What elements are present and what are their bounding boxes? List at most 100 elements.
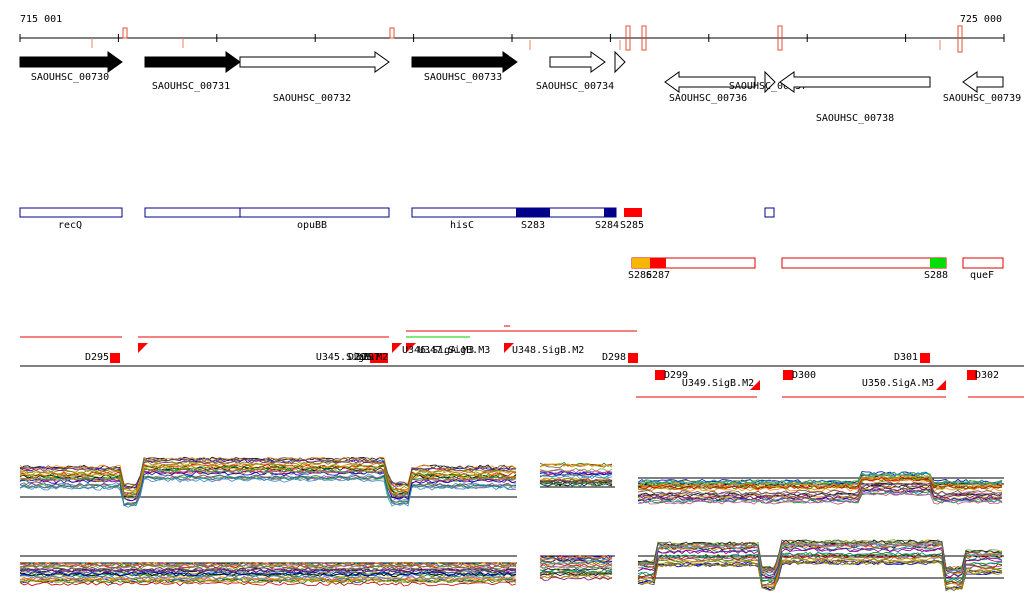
site-box xyxy=(967,370,977,380)
expression-trace xyxy=(19,565,517,570)
gene-arrow xyxy=(614,50,626,74)
regulation-label: U350.SigA.M3 xyxy=(862,378,934,389)
expression-trace xyxy=(637,471,1002,485)
expression-trace xyxy=(637,477,1003,491)
regulation-label: D297 xyxy=(356,352,380,363)
expression-trace xyxy=(19,468,517,500)
annotation-box xyxy=(144,207,241,218)
expression-trace xyxy=(539,479,613,485)
gene-label: SAOUHSC_00736 xyxy=(669,93,747,104)
annotation-box xyxy=(411,207,617,218)
expression-trace xyxy=(539,462,613,467)
expression-trace xyxy=(19,578,517,584)
expression-trace xyxy=(539,559,613,565)
feature-mark xyxy=(641,25,647,51)
expression-trace xyxy=(637,551,1002,583)
expression-trace xyxy=(637,560,1003,592)
annotation-box xyxy=(604,208,616,217)
expression-trace xyxy=(19,466,517,498)
feature-mark xyxy=(625,25,631,51)
expression-trace xyxy=(539,565,612,570)
expression-trace xyxy=(539,477,613,483)
gene-label: SAOUHSC_00731 xyxy=(152,81,230,92)
gene-arrow xyxy=(239,51,390,73)
expression-trace xyxy=(19,458,517,489)
annotation-box xyxy=(624,208,642,217)
promoter-flag xyxy=(750,380,760,390)
gene-label: SAOUHSC_00730 xyxy=(31,72,109,83)
promoter-flag xyxy=(138,343,148,353)
expression-trace xyxy=(637,539,1002,570)
expression-trace xyxy=(19,456,517,488)
promoter-flag xyxy=(936,380,946,390)
gene-arrow xyxy=(549,51,606,73)
promoter-flag xyxy=(406,343,416,353)
expression-trace xyxy=(637,488,1003,502)
regulation-label: U345.SigB.M2 xyxy=(316,352,388,363)
expression-trace xyxy=(19,567,517,572)
gene-arrow xyxy=(779,71,931,93)
regulation-label: D295 xyxy=(85,352,109,363)
regulation-label: D298 xyxy=(602,352,626,363)
expression-trace xyxy=(539,555,613,561)
gene-arrow xyxy=(962,71,1004,93)
annotation-box xyxy=(930,258,946,268)
annotation-label: S287 xyxy=(646,270,670,281)
expression-trace xyxy=(637,492,1003,505)
regulation-label: U346.SigA.M3 xyxy=(402,345,474,356)
regulation-label: U349.SigB.M2 xyxy=(682,378,754,389)
expression-trace xyxy=(19,457,517,487)
site-box xyxy=(783,370,793,380)
expression-trace xyxy=(637,547,1002,578)
expression-trace xyxy=(539,559,613,564)
feature-mark xyxy=(957,25,963,53)
expression-trace xyxy=(539,570,613,576)
expression-trace xyxy=(539,471,613,476)
annotation-label: queF xyxy=(970,270,994,281)
annotation-label: hisC xyxy=(450,220,474,231)
regulation-label: D300 xyxy=(792,370,816,381)
gene-label: SAOUHSC_00733 xyxy=(424,72,502,83)
expression-trace xyxy=(539,473,613,479)
regulation-label: U347.SigB.M3 xyxy=(418,345,490,356)
annotation-box xyxy=(516,208,550,217)
feature-mark xyxy=(777,25,783,51)
site-box xyxy=(628,353,638,363)
expression-trace xyxy=(539,474,613,480)
expression-trace xyxy=(637,488,1003,502)
annotation-label: S288 xyxy=(924,270,948,281)
regulation-label: D301 xyxy=(894,352,918,363)
promoter-flag xyxy=(504,343,514,353)
annotation-label: S286 xyxy=(628,270,652,281)
annotation-box xyxy=(764,207,775,218)
gene-label: SAOUHSC_00738 xyxy=(816,113,894,124)
expression-trace xyxy=(19,574,517,580)
gene-arrow xyxy=(411,51,518,73)
expression-trace xyxy=(19,474,517,506)
regulation-label: U348.SigB.M2 xyxy=(512,345,584,356)
site-box xyxy=(378,353,388,363)
expression-trace xyxy=(19,571,517,577)
expression-trace xyxy=(637,542,1003,574)
expression-trace xyxy=(19,581,517,587)
site-box xyxy=(370,353,380,363)
regulation-label: D299 xyxy=(664,370,688,381)
expression-trace xyxy=(539,574,613,580)
annotation-box xyxy=(19,207,123,218)
gene-label: SAOUHSC_00734 xyxy=(536,81,614,92)
site-box xyxy=(655,370,665,380)
expression-trace xyxy=(637,547,1003,578)
regulation-label: D302 xyxy=(975,370,999,381)
expression-trace xyxy=(539,574,613,580)
annotation-label: S284 xyxy=(595,220,619,231)
promoter-flag xyxy=(392,343,402,353)
ruler-start: 715 001 xyxy=(20,14,62,25)
ruler-end: 725 000 xyxy=(960,14,1002,25)
feature-mark xyxy=(122,27,128,39)
annotation-box xyxy=(650,258,666,268)
expression-trace xyxy=(637,556,1003,588)
expression-trace xyxy=(539,469,613,474)
expression-trace xyxy=(539,564,613,570)
expression-trace xyxy=(539,481,613,487)
annotation-label: opuBB xyxy=(297,220,327,231)
